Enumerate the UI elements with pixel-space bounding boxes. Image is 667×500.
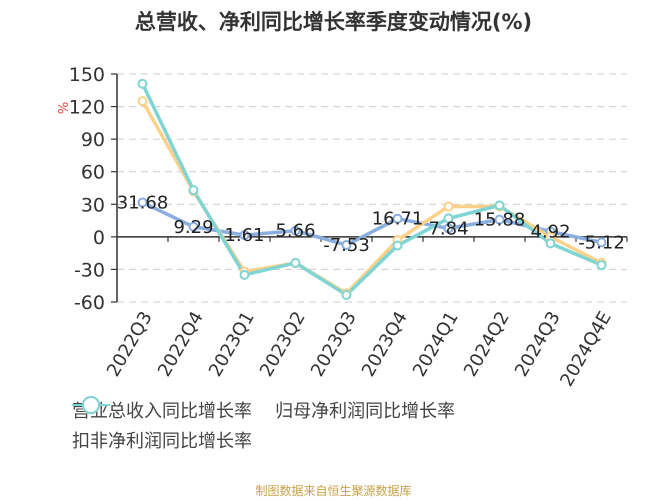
data-point[interactable] [188,221,199,232]
chart-title: 总营收、净利同比增长率季度变动情况(%) [134,10,533,34]
data-label: -5.12 [578,232,625,253]
data-point[interactable] [494,214,505,225]
data-point[interactable] [596,260,607,271]
data-point[interactable] [137,197,148,208]
y-tick-label: 30 [81,194,105,216]
data-label: 16.71 [372,209,424,230]
x-tick-label: 2024Q1 [409,308,463,380]
y-tick-label: 60 [81,162,105,184]
legend-item-deducted-net-profit-growth[interactable]: 扣非净利润同比增长率 [72,396,252,455]
data-point[interactable] [596,237,607,248]
data-source-note: 制图数据来自恒生聚源数据库 [255,484,412,498]
data-point[interactable] [443,201,454,212]
data-label: 9.29 [173,217,213,238]
data-point[interactable] [290,257,301,268]
y-tick-label: -30 [74,259,105,281]
legend-item-net-profit-growth[interactable]: 归母净利润同比增长率 [72,395,456,425]
data-point[interactable] [239,269,250,280]
legend-label: 营业总收入同比增长率 [72,401,252,422]
y-tick-label: -60 [74,292,105,314]
x-tick-label: 2023Q2 [256,308,310,380]
x-tick-label: 2023Q1 [205,308,259,380]
x-tick-label: 2022Q3 [103,308,157,380]
data-point[interactable] [341,289,352,300]
data-point[interactable] [239,230,250,241]
legend-label: 扣非净利润同比增长率 [72,431,252,452]
legend-label: 归母净利润同比增长率 [275,401,456,422]
data-label: -7.53 [323,235,370,256]
y-tick-label: 90 [81,129,105,151]
data-label: 1.61 [224,225,264,246]
data-point[interactable] [443,223,454,234]
x-tick-label: 2024Q4E [556,308,616,390]
x-tick-label: 2023Q4 [358,308,412,380]
data-point[interactable] [443,213,454,224]
data-point[interactable] [545,238,556,249]
data-point[interactable] [392,213,403,224]
line-chart-plot: 1501209060300-30-60%2022Q32022Q42023Q120… [57,64,628,390]
data-label: 5.66 [275,221,315,242]
chart-legend: 营业总收入同比增长率 归母净利润同比增长率 扣非净利润同比增长率 [72,395,632,455]
data-point[interactable] [392,240,403,251]
data-label: 15.88 [474,210,526,231]
x-tick-label: 2022Q4 [154,308,208,380]
data-point[interactable] [494,200,505,211]
y-axis-unit-label: % [57,102,72,114]
y-tick-label: 120 [69,97,105,119]
data-point[interactable] [137,78,148,89]
series-line [140,83,603,297]
series-line [140,100,603,296]
data-point[interactable] [188,185,199,196]
y-tick-label: 150 [69,64,105,86]
data-label: 31.68 [117,192,169,213]
data-label: 7.84 [428,218,468,239]
data-label: 4.92 [530,222,570,243]
data-point[interactable] [137,96,148,107]
data-point[interactable] [290,225,301,236]
data-point[interactable] [341,240,352,251]
y-tick-label: 0 [93,227,105,249]
legend-line-marker-icon [72,396,110,414]
x-tick-label: 2023Q3 [307,308,361,380]
x-tick-label: 2024Q2 [460,308,514,380]
x-tick-label: 2024Q3 [511,308,565,380]
